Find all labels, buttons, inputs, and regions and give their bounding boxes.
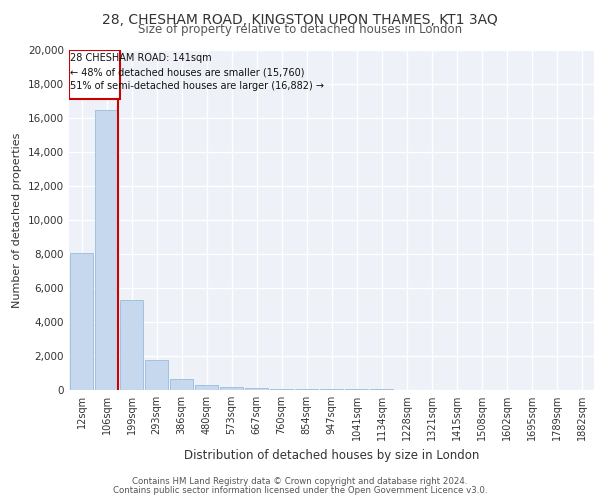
Bar (70, 253, 93, 390)
Text: Contains public sector information licensed under the Open Government Licence v3: Contains public sector information licen… (113, 486, 487, 495)
Bar (145, 360, 168, 390)
Bar (320, 389, 343, 390)
Bar (220, 387, 243, 390)
Text: 28, CHESHAM ROAD, KINGSTON UPON THAMES, KT1 3AQ: 28, CHESHAM ROAD, KINGSTON UPON THAMES, … (102, 12, 498, 26)
FancyBboxPatch shape (69, 50, 120, 100)
Bar (270, 389, 293, 390)
Bar (120, 300, 143, 390)
Y-axis label: Number of detached properties: Number of detached properties (13, 132, 22, 308)
Bar (95, 110, 118, 390)
Text: 28 CHESHAM ROAD: 141sqm
← 48% of detached houses are smaller (15,760)
51% of sem: 28 CHESHAM ROAD: 141sqm ← 48% of detache… (70, 54, 324, 92)
Bar (170, 379, 193, 390)
Bar (295, 389, 318, 390)
Bar (245, 388, 268, 390)
X-axis label: Distribution of detached houses by size in London: Distribution of detached houses by size … (184, 448, 479, 462)
Bar (195, 384, 218, 390)
Text: Contains HM Land Registry data © Crown copyright and database right 2024.: Contains HM Land Registry data © Crown c… (132, 477, 468, 486)
Text: Size of property relative to detached houses in London: Size of property relative to detached ho… (138, 22, 462, 36)
